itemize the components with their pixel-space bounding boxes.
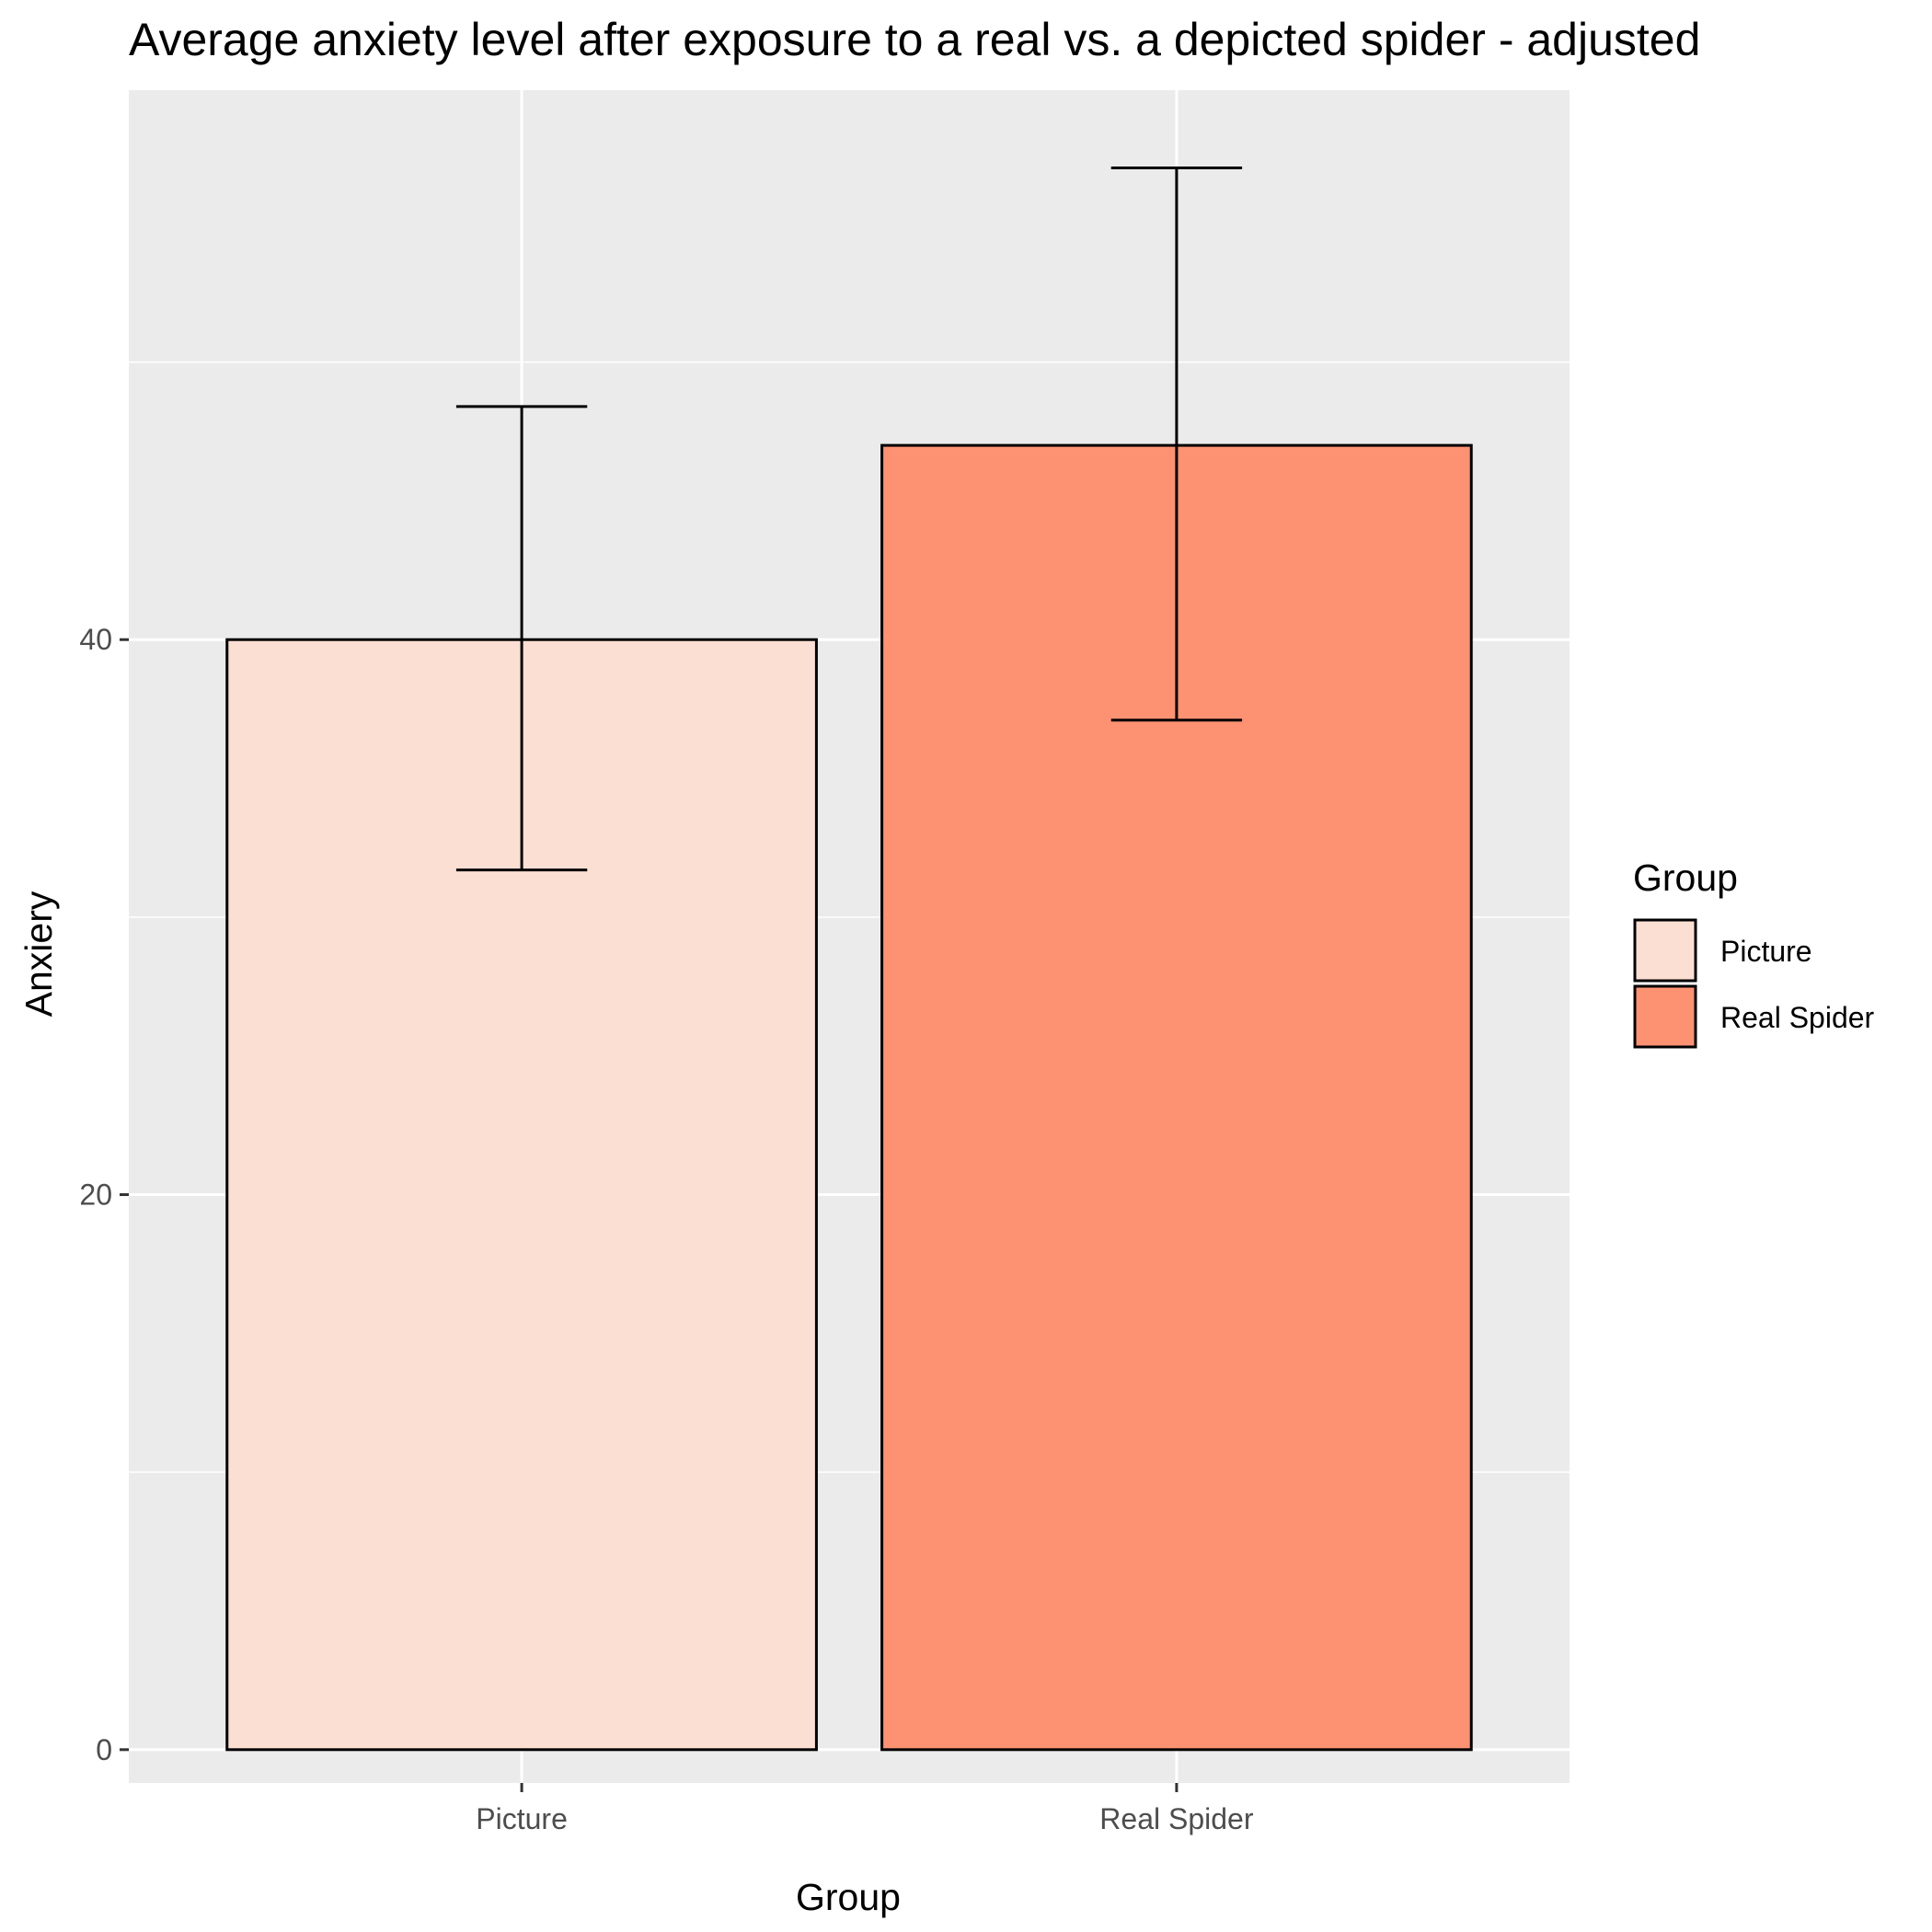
y-tick-label: 20 bbox=[79, 1179, 112, 1212]
error-bar-picture bbox=[455, 405, 588, 872]
y-axis-title: Anxiery bbox=[17, 891, 60, 1017]
legend-label: Real Spider bbox=[1720, 1001, 1875, 1034]
x-axis-title: Group bbox=[796, 1876, 901, 1918]
error-bar-real-spider bbox=[1110, 166, 1243, 722]
legend-title: Group bbox=[1633, 857, 1738, 899]
chart-title: Average anxiety level after exposure to … bbox=[129, 14, 1700, 65]
legend-item-picture: Picture bbox=[1633, 918, 1812, 983]
legend-key bbox=[1633, 918, 1697, 983]
legend-item-real-spider: Real Spider bbox=[1633, 984, 1875, 1049]
y-tick-label: 40 bbox=[79, 623, 112, 656]
y-axis: 0 20 40 bbox=[79, 623, 129, 1766]
y-tick-label: 0 bbox=[96, 1733, 112, 1766]
x-tick-label: Real Spider bbox=[1099, 1802, 1254, 1835]
legend: Group Picture Real Spider bbox=[1633, 857, 1875, 1049]
legend-label: Picture bbox=[1720, 935, 1812, 968]
legend-key bbox=[1633, 984, 1697, 1049]
x-axis: Picture Real Spider bbox=[476, 1783, 1254, 1835]
x-tick-label: Picture bbox=[476, 1802, 568, 1835]
legend-items: Picture Real Spider bbox=[1633, 918, 1875, 1049]
error-bars bbox=[455, 166, 1243, 872]
